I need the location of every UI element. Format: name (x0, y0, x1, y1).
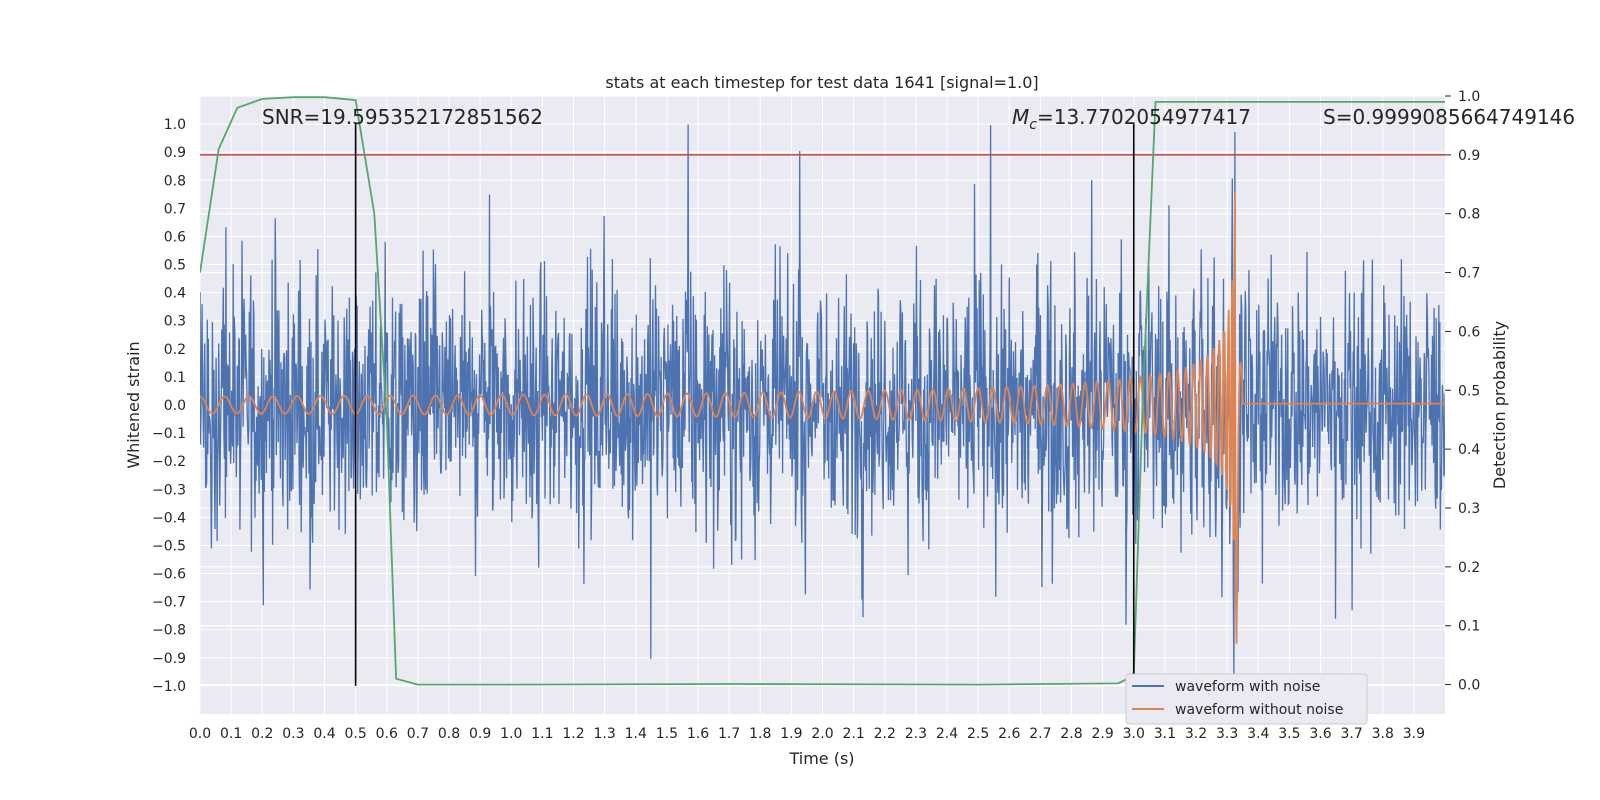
x-tick-label: 0.2 (251, 726, 273, 742)
s-annotation: S=0.9999085664749146 (1323, 105, 1575, 129)
x-tick-label: 0.0 (189, 726, 211, 742)
chirp-mass-value: =13.7702054977417 (1037, 105, 1251, 129)
x-tick-label: 1.7 (718, 726, 740, 742)
x-tick-label: 2.7 (1029, 726, 1051, 742)
y-tick-label: 0.2 (164, 342, 186, 358)
x-tick-label: 0.1 (220, 726, 242, 742)
data-layer (200, 96, 1445, 686)
y-tick-label: 0.9 (164, 145, 186, 161)
y-tick-label: −0.8 (152, 623, 186, 639)
y2-tick-label: 0.3 (1458, 501, 1480, 517)
x-tick-label: 1.3 (593, 726, 615, 742)
y2-axis-label: Detection probability (1490, 321, 1509, 489)
y2-tick-label: 0.4 (1458, 442, 1480, 458)
chirp-mass-annotation: Mc=13.7702054977417 (1012, 105, 1251, 133)
y-tick-label: −0.4 (152, 510, 186, 526)
x-tick-label: 3.8 (1372, 726, 1394, 742)
x-tick-label: 2.3 (905, 726, 927, 742)
y2-tick-label: 0.6 (1458, 324, 1480, 340)
x-tick-label: 1.2 (562, 726, 584, 742)
x-tick-label: 3.1 (1154, 726, 1176, 742)
series-waveform-without-noise (200, 193, 1445, 644)
y-tick-label: 0.3 (164, 314, 186, 330)
x-tick-label: 2.4 (936, 726, 958, 742)
x-tick-label: 3.5 (1278, 726, 1300, 742)
y2-tick-label: 0.0 (1458, 678, 1480, 694)
x-tick-label: 3.2 (1185, 726, 1207, 742)
x-tick-label: 1.8 (749, 726, 771, 742)
y-tick-label: −0.2 (152, 454, 186, 470)
x-tick-label: 2.1 (842, 726, 864, 742)
x-tick-label: 0.7 (407, 726, 429, 742)
y-axis-ticks: 1.0 0.9 0.8 0.7 0.6 0.5 0.4 0.3 0.2 0.1 0.0 −0.1 −0.… (152, 117, 186, 695)
y-tick-label: 0.4 (164, 286, 186, 302)
y2-tick-label: 1.0 (1458, 89, 1480, 105)
x-tick-label: 0.9 (469, 726, 491, 742)
legend-box (1125, 673, 1368, 725)
y-tick-label: 0.5 (164, 258, 186, 274)
x-tick-label: 0.6 (376, 726, 398, 742)
x-tick-label: 3.9 (1403, 726, 1425, 742)
x-tick-label: 2.6 (998, 726, 1020, 742)
chirp-mass-symbol: M (1012, 105, 1029, 129)
legend-label-noise: waveform with noise (1175, 679, 1320, 695)
y2-axis-ticks: 1.0 0.9 0.8 0.7 0.6 0.5 0.4 0.3 0.2 0.1 0.0 (1445, 89, 1480, 694)
y-tick-label: −0.9 (152, 651, 186, 667)
y-tick-label: −0.6 (152, 567, 186, 583)
y2-tick-label: 0.7 (1458, 266, 1480, 282)
x-tick-label: 2.0 (811, 726, 833, 742)
x-tick-label: 3.7 (1340, 726, 1362, 742)
y2-tick-label: 0.9 (1458, 148, 1480, 164)
y-tick-label: 0.1 (164, 370, 186, 386)
y-tick-label: 1.0 (164, 117, 186, 133)
y-tick-label: −0.5 (152, 538, 186, 554)
y-tick-label: 0.0 (164, 398, 186, 414)
chart-title: stats at each timestep for test data 164… (605, 73, 1038, 92)
x-axis-ticks: 0.0 0.1 0.2 0.3 0.4 0.5 0.6 0.7 0.8 0.9 1.0 1.1 1.2 1… (189, 726, 1425, 742)
x-tick-label: 1.5 (656, 726, 678, 742)
y-tick-label: 0.8 (164, 173, 186, 189)
x-tick-label: 3.4 (1247, 726, 1269, 742)
y2-tick-label: 0.5 (1458, 383, 1480, 399)
y-tick-label: −0.7 (152, 595, 186, 611)
y-tick-label: −0.1 (152, 426, 186, 442)
x-tick-label: 3.3 (1216, 726, 1238, 742)
y2-tick-label: 0.1 (1458, 619, 1480, 635)
series-detection-probability (200, 96, 1445, 686)
x-tick-label: 0.4 (313, 726, 335, 742)
y2-tick-label: 0.8 (1458, 207, 1480, 223)
marker-layer (354, 124, 1135, 686)
y-tick-label: −1.0 (152, 679, 186, 695)
x-tick-label: 0.3 (282, 726, 304, 742)
y-tick-label: 0.7 (164, 201, 186, 217)
x-tick-label: 2.9 (1091, 726, 1113, 742)
y2-tick-label: 0.2 (1458, 560, 1480, 576)
x-tick-label: 1.4 (625, 726, 647, 742)
x-tick-label: 1.6 (687, 726, 709, 742)
y-tick-label: 0.6 (164, 229, 186, 245)
x-tick-label: 1.0 (500, 726, 522, 742)
x-tick-label: 2.5 (967, 726, 989, 742)
x-tick-label: 1.9 (780, 726, 802, 742)
x-tick-label: 0.5 (344, 726, 366, 742)
x-tick-label: 0.8 (438, 726, 460, 742)
x-tick-label: 2.8 (1060, 726, 1082, 742)
x-tick-label: 3.6 (1309, 726, 1331, 742)
snr-annotation: SNR=19.595352172851562 (262, 105, 543, 129)
legend: waveform with noise waveform without noi… (1125, 673, 1368, 725)
y-axis-label: Whitened strain (124, 341, 143, 468)
x-tick-label: 3.0 (1123, 726, 1145, 742)
legend-label-clean: waveform without noise (1175, 702, 1343, 718)
x-tick-label: 1.1 (531, 726, 553, 742)
x-axis-label: Time (s) (788, 749, 854, 768)
y-tick-label: −0.3 (152, 482, 186, 498)
chirp-mass-subscript: c (1029, 117, 1037, 133)
x-tick-label: 2.2 (874, 726, 896, 742)
